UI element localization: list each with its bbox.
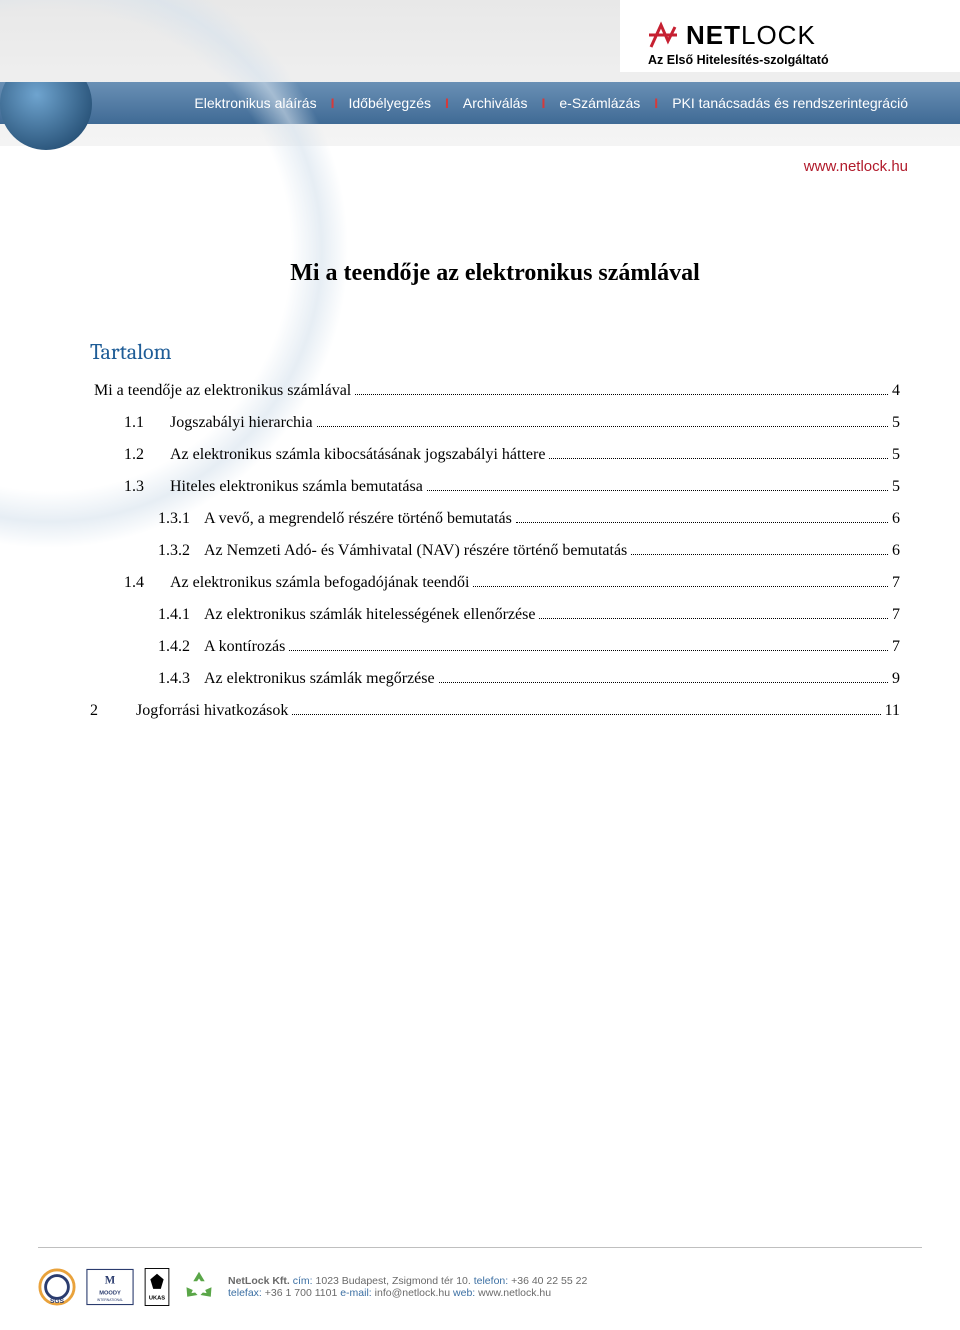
- logo: NETLOCK Az Első Hitelesítés-szolgáltató: [648, 20, 908, 67]
- logo-word-thin: LOCK: [741, 20, 816, 50]
- sgs-badge-label: SGS: [50, 1298, 65, 1305]
- toc-row[interactable]: 1.4Az elektronikus számla befogadójának …: [90, 567, 900, 599]
- nav-separator: I: [654, 95, 658, 111]
- toc-row[interactable]: 1.4.1Az elektronikus számlák hitelességé…: [90, 599, 900, 631]
- toc-label: Az elektronikus számla befogadójának tee…: [166, 567, 469, 599]
- toc-page: 6: [892, 503, 900, 535]
- nav-separator: I: [541, 95, 545, 111]
- toc-row[interactable]: 1.4.3Az elektronikus számlák megőrzése 9: [90, 663, 900, 695]
- toc-leader-dots: [631, 541, 888, 555]
- footer: SGS M MOODY INTERNATIONAL UKAS: [38, 1258, 922, 1316]
- footer-addr: 1023 Budapest, Zsigmond tér 10.: [316, 1275, 471, 1287]
- toc-label: Az Nemzeti Adó- és Vámhivatal (NAV) rész…: [200, 535, 627, 567]
- logo-word-bold: NET: [686, 20, 741, 50]
- toc-number: 1.4.1: [158, 599, 192, 631]
- footer-fax: +36 1 700 1101: [265, 1287, 338, 1299]
- footer-fax-label: telefax:: [228, 1287, 262, 1299]
- toc-leader-dots: [317, 413, 888, 427]
- toc-leader-dots: [516, 509, 888, 523]
- toc-label: Jogforrási hivatkozások: [132, 695, 288, 727]
- toc-leader-dots: [473, 573, 888, 587]
- toc-label: Jogszabályi hierarchia: [166, 407, 313, 439]
- toc-page: 7: [892, 631, 900, 663]
- toc-label: A kontírozás: [200, 631, 285, 663]
- toc-page: 11: [885, 695, 900, 727]
- toc-number: 1.3.1: [158, 503, 192, 535]
- toc-list: Mi a teendője az elektronikus számlával 4…: [90, 375, 900, 727]
- moody-badge-sublabel: INTERNATIONAL: [97, 1298, 123, 1302]
- toc-page: 7: [892, 599, 900, 631]
- moody-badge-icon: M MOODY INTERNATIONAL: [86, 1268, 134, 1306]
- toc-number: 1.3.2: [158, 535, 192, 567]
- netlock-mark-icon: [648, 21, 678, 51]
- footer-addr-label: cím:: [293, 1275, 313, 1287]
- nav-item[interactable]: PKI tanácsadás és rendszerintegráció: [672, 95, 908, 111]
- footer-email: info@netlock.hu: [375, 1287, 450, 1299]
- toc-number: 1.4.2: [158, 631, 192, 663]
- footer-email-label: e-mail:: [340, 1287, 372, 1299]
- toc-label: Hiteles elektronikus számla bemutatása: [166, 471, 423, 503]
- svg-text:M: M: [105, 1274, 116, 1286]
- moody-badge-label: MOODY: [99, 1290, 121, 1296]
- toc-leader-dots: [439, 669, 888, 683]
- nav-item[interactable]: Elektronikus aláírás: [194, 95, 316, 111]
- toc-number: 1.2: [124, 439, 158, 471]
- toc-row[interactable]: 1.3.1A vevő, a megrendelő részére történ…: [90, 503, 900, 535]
- page-title: Mi a teendője az elektronikus számlával: [90, 260, 900, 287]
- footer-web-label: web:: [453, 1287, 475, 1299]
- toc-label: Az elektronikus számlák hitelességének e…: [200, 599, 535, 631]
- content-area: Mi a teendője az elektronikus számlával …: [90, 260, 900, 727]
- toc-row[interactable]: Mi a teendője az elektronikus számlával 4: [90, 375, 900, 407]
- footer-rule: [38, 1247, 922, 1248]
- nav-item[interactable]: e-Számlázás: [559, 95, 640, 111]
- toc-leader-dots: [289, 637, 888, 651]
- toc-page: 4: [892, 375, 900, 407]
- toc-row[interactable]: 1.3.2Az Nemzeti Adó- és Vámhivatal (NAV)…: [90, 535, 900, 567]
- toc-row[interactable]: 1.2Az elektronikus számla kibocsátásának…: [90, 439, 900, 471]
- header-nav: Elektronikus aláírás I Időbélyegzés I Archiv…: [0, 82, 960, 124]
- toc-label: Az elektronikus számla kibocsátásának jo…: [166, 439, 545, 471]
- toc-number: 1.1: [124, 407, 158, 439]
- toc-heading: Tartalom: [90, 339, 900, 365]
- footer-company: NetLock Kft.: [228, 1275, 290, 1287]
- footer-text: NetLock Kft. cím: 1023 Budapest, Zsigmon…: [228, 1275, 587, 1299]
- toc-leader-dots: [292, 701, 880, 715]
- footer-phone-label: telefon:: [474, 1275, 508, 1287]
- footer-web: www.netlock.hu: [478, 1287, 551, 1299]
- toc-page: 5: [892, 471, 900, 503]
- toc-page: 5: [892, 439, 900, 471]
- toc-label: Az elektronikus számlák megőrzése: [200, 663, 435, 695]
- nav-item[interactable]: Időbélyegzés: [348, 95, 431, 111]
- toc-leader-dots: [539, 605, 888, 619]
- toc-label: Mi a teendője az elektronikus számlával: [90, 375, 351, 407]
- toc-label: A vevő, a megrendelő részére történő bem…: [200, 503, 512, 535]
- toc-page: 5: [892, 407, 900, 439]
- toc-page: 6: [892, 535, 900, 567]
- logo-tagline: Az Első Hitelesítés-szolgáltató: [648, 53, 908, 67]
- toc-leader-dots: [427, 477, 888, 491]
- header-url[interactable]: www.netlock.hu: [804, 158, 908, 175]
- nav-item[interactable]: Archiválás: [463, 95, 528, 111]
- toc-number: 2: [90, 695, 124, 727]
- sgs-badge-icon: SGS: [38, 1268, 76, 1306]
- logo-wordmark: NETLOCK: [686, 20, 816, 51]
- footer-phone: +36 40 22 55 22: [511, 1275, 587, 1287]
- ukas-badge-icon: UKAS: [144, 1268, 170, 1306]
- toc-number: 1.3: [124, 471, 158, 503]
- toc-leader-dots: [549, 445, 888, 459]
- toc-leader-dots: [355, 381, 888, 395]
- nav-separator: I: [331, 95, 335, 111]
- toc-row[interactable]: 1.1Jogszabályi hierarchia 5: [90, 407, 900, 439]
- nav-separator: I: [445, 95, 449, 111]
- recycle-icon: [180, 1268, 218, 1306]
- toc-row[interactable]: 1.4.2A kontírozás 7: [90, 631, 900, 663]
- toc-number: 1.4: [124, 567, 158, 599]
- toc-page: 7: [892, 567, 900, 599]
- toc-row[interactable]: 1.3Hiteles elektronikus számla bemutatás…: [90, 471, 900, 503]
- toc-page: 9: [892, 663, 900, 695]
- page-root: NETLOCK Az Első Hitelesítés-szolgáltató …: [0, 0, 960, 1330]
- toc-number: 1.4.3: [158, 663, 192, 695]
- ukas-badge-label: UKAS: [149, 1295, 165, 1301]
- toc-row[interactable]: 2Jogforrási hivatkozások 11: [90, 695, 900, 727]
